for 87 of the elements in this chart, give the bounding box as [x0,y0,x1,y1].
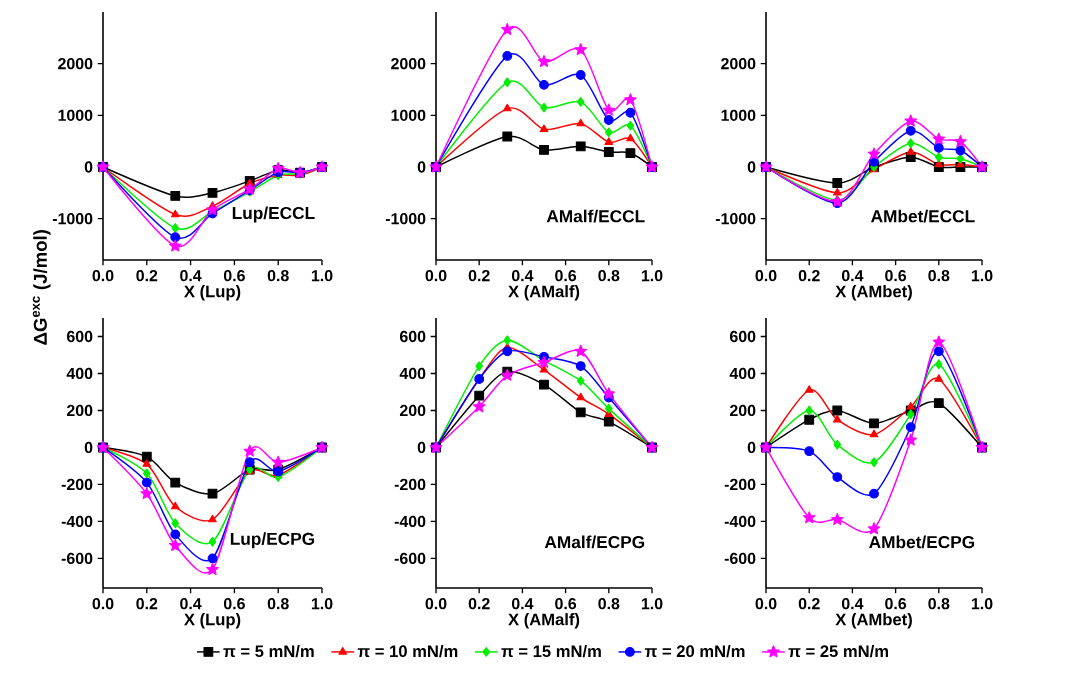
y-tick-label: -600 [394,552,426,565]
y-tick-label: 400 [66,367,93,380]
y-tick-label: 0 [747,441,756,454]
y-tick-label: 600 [729,330,756,343]
y-tick-label: 400 [399,367,426,380]
x-tick-label: 1.0 [641,270,663,282]
x-tick-label: 0.2 [136,270,158,282]
y-tick-label: 1000 [58,109,93,121]
x-tick-label: 1.0 [971,270,993,282]
x-tick-label: 0.6 [555,270,577,282]
x-tick-label: 0.4 [841,270,864,282]
x-axis-title: X (AMbet) [835,285,912,301]
x-tick-label: 0.0 [92,598,114,610]
y-tick-label: -400 [61,515,93,528]
x-tick-label: 0.2 [468,598,490,610]
x-tick-label: 0.2 [136,598,158,610]
legend-label: π = 15 mN/m [501,644,601,658]
text: AMbet/ECCL [871,209,975,223]
legend-label: π = 10 mN/m [357,644,458,658]
x-tick-label: 0.0 [425,598,447,610]
x-axis-title: X (Lup) [184,285,241,301]
y-tick-label: -400 [724,515,756,528]
x-axis-title: X (Lup) [184,613,241,629]
x-axis-title: X (AMbet) [835,613,912,629]
x-tick-label: 0.4 [511,270,534,282]
y-tick-label: 0 [84,441,93,454]
y-tick-label: 0 [747,161,756,173]
x-axis-title: X (AMalf) [508,613,580,629]
x-tick-label: 0.6 [555,598,577,610]
text: AMalf/ECCL [546,209,645,223]
y-tick-label: 2000 [721,58,756,70]
x-tick-label: 0.0 [92,270,114,282]
x-tick-label: 1.0 [311,598,333,610]
text: AMalf/ECPG [544,535,645,549]
y-tick-label: 400 [729,367,756,380]
legend-label: π = 25 mN/m [788,644,889,658]
y-tick-label: -1000 [385,213,426,225]
x-tick-label: 0.8 [598,598,620,610]
x-tick-label: 0.4 [180,598,202,610]
text: Lup/ECPG [230,532,315,549]
x-tick-label: 0.0 [425,270,447,282]
y-tick-label: 1000 [391,109,426,121]
y-tick-label: 200 [66,404,93,417]
y-tick-label: 200 [729,404,756,417]
x-tick-label: 0.8 [267,598,289,610]
text: AMbet/ECPG [869,535,975,549]
x-tick-label: 0.4 [511,598,534,610]
y-tick-label: -400 [394,515,426,528]
x-tick-label: 0.0 [755,598,777,610]
y-tick-label: 2000 [58,58,93,70]
legend-label: π = 20 mN/m [644,644,745,658]
y-tick-label: 0 [84,161,93,173]
y-tick-label: 0 [417,161,426,173]
y-tick-label: 600 [399,330,426,343]
x-tick-label: 1.0 [311,270,333,282]
y-tick-label: -600 [724,552,756,565]
x-tick-label: 0.0 [755,270,777,282]
x-tick-label: 0.8 [267,270,289,282]
y-tick-label: 0 [417,441,426,454]
x-tick-label: 0.4 [841,598,864,610]
legend-label: π = 5 mN/m [223,644,314,658]
x-tick-label: 0.6 [223,598,245,610]
x-tick-label: 0.2 [468,270,490,282]
x-tick-label: 0.2 [798,270,820,282]
y-axis-title: ΔG$^{exc}$ (J/mol) [32,230,51,345]
y-tick-label: 200 [399,404,426,417]
x-axis-title: X (AMalf) [508,285,580,301]
x-tick-label: 0.6 [223,270,245,282]
y-tick-label: -1000 [715,213,756,225]
x-tick-label: 0.4 [180,270,202,282]
x-tick-label: 0.8 [928,598,950,610]
y-tick-label: -200 [394,478,426,491]
x-tick-label: 1.0 [641,598,663,610]
y-tick-label: -600 [61,552,93,565]
x-tick-label: 0.8 [928,270,950,282]
x-tick-label: 0.2 [798,598,820,610]
x-tick-label: 0.6 [885,598,907,610]
y-tick-label: 600 [66,330,93,343]
y-tick-label: 2000 [391,58,426,70]
y-tick-label: -1000 [52,213,93,225]
y-tick-label: -200 [724,478,756,491]
x-tick-label: 1.0 [971,598,993,610]
text: Lup/ECCL [232,206,315,223]
x-tick-label: 0.8 [598,270,620,282]
y-tick-label: -200 [61,478,93,491]
x-tick-label: 0.6 [885,270,907,282]
y-tick-label: 1000 [721,109,756,121]
